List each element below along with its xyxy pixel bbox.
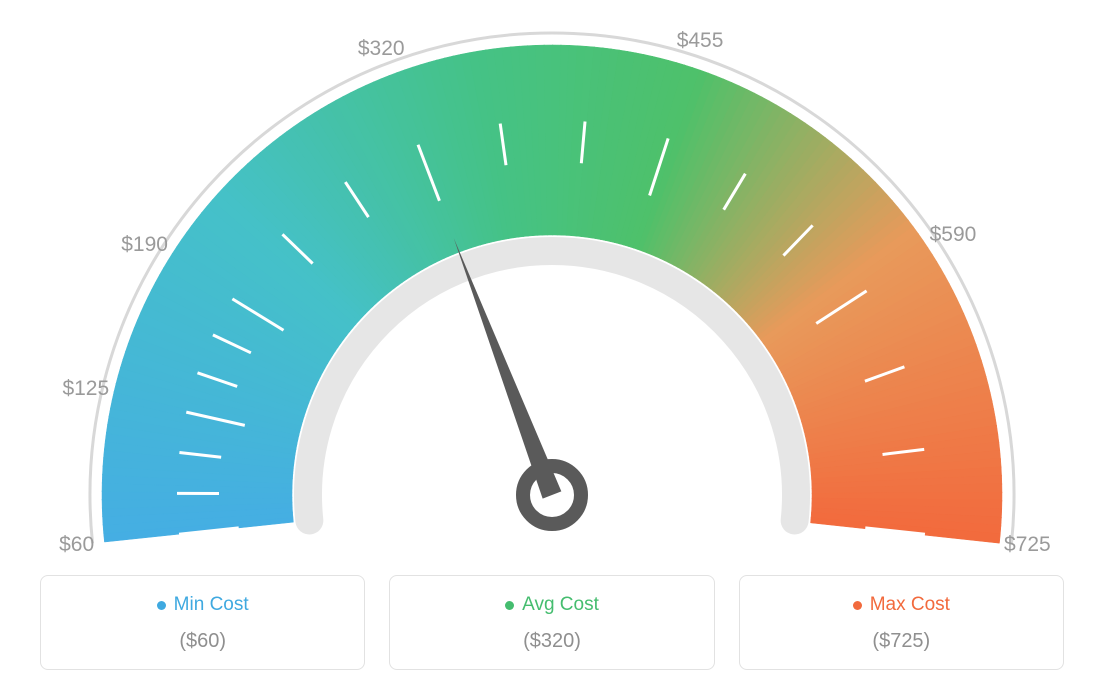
legend-title-avg: Avg Cost <box>505 594 599 616</box>
dot-icon <box>505 601 514 610</box>
legend-value: ($725) <box>750 630 1053 653</box>
legend-title-min: Min Cost <box>157 594 249 616</box>
legend-label: Min Cost <box>174 594 249 616</box>
gauge-tick-label: $320 <box>358 37 405 61</box>
legend-title-max: Max Cost <box>853 594 950 616</box>
gauge-svg <box>0 0 1104 560</box>
legend-row: Min Cost ($60) Avg Cost ($320) Max Cost … <box>40 575 1064 670</box>
legend-value: ($320) <box>400 630 703 653</box>
gauge-chart: $60 $125 $190 $320 $455 $590 $725 <box>0 0 1104 560</box>
gauge-tick-label: $190 <box>121 233 168 257</box>
legend-value: ($60) <box>51 630 354 653</box>
dot-icon <box>853 601 862 610</box>
legend-card-avg: Avg Cost ($320) <box>389 575 714 670</box>
gauge-tick-label: $455 <box>677 29 724 53</box>
gauge-tick-label: $725 <box>1004 533 1051 557</box>
legend-label: Max Cost <box>870 594 950 616</box>
gauge-tick-label: $590 <box>930 223 977 247</box>
legend-card-min: Min Cost ($60) <box>40 575 365 670</box>
legend-card-max: Max Cost ($725) <box>739 575 1064 670</box>
legend-label: Avg Cost <box>522 594 599 616</box>
dot-icon <box>157 601 166 610</box>
gauge-tick-label: $125 <box>62 377 109 401</box>
gauge-tick-label: $60 <box>59 533 94 557</box>
